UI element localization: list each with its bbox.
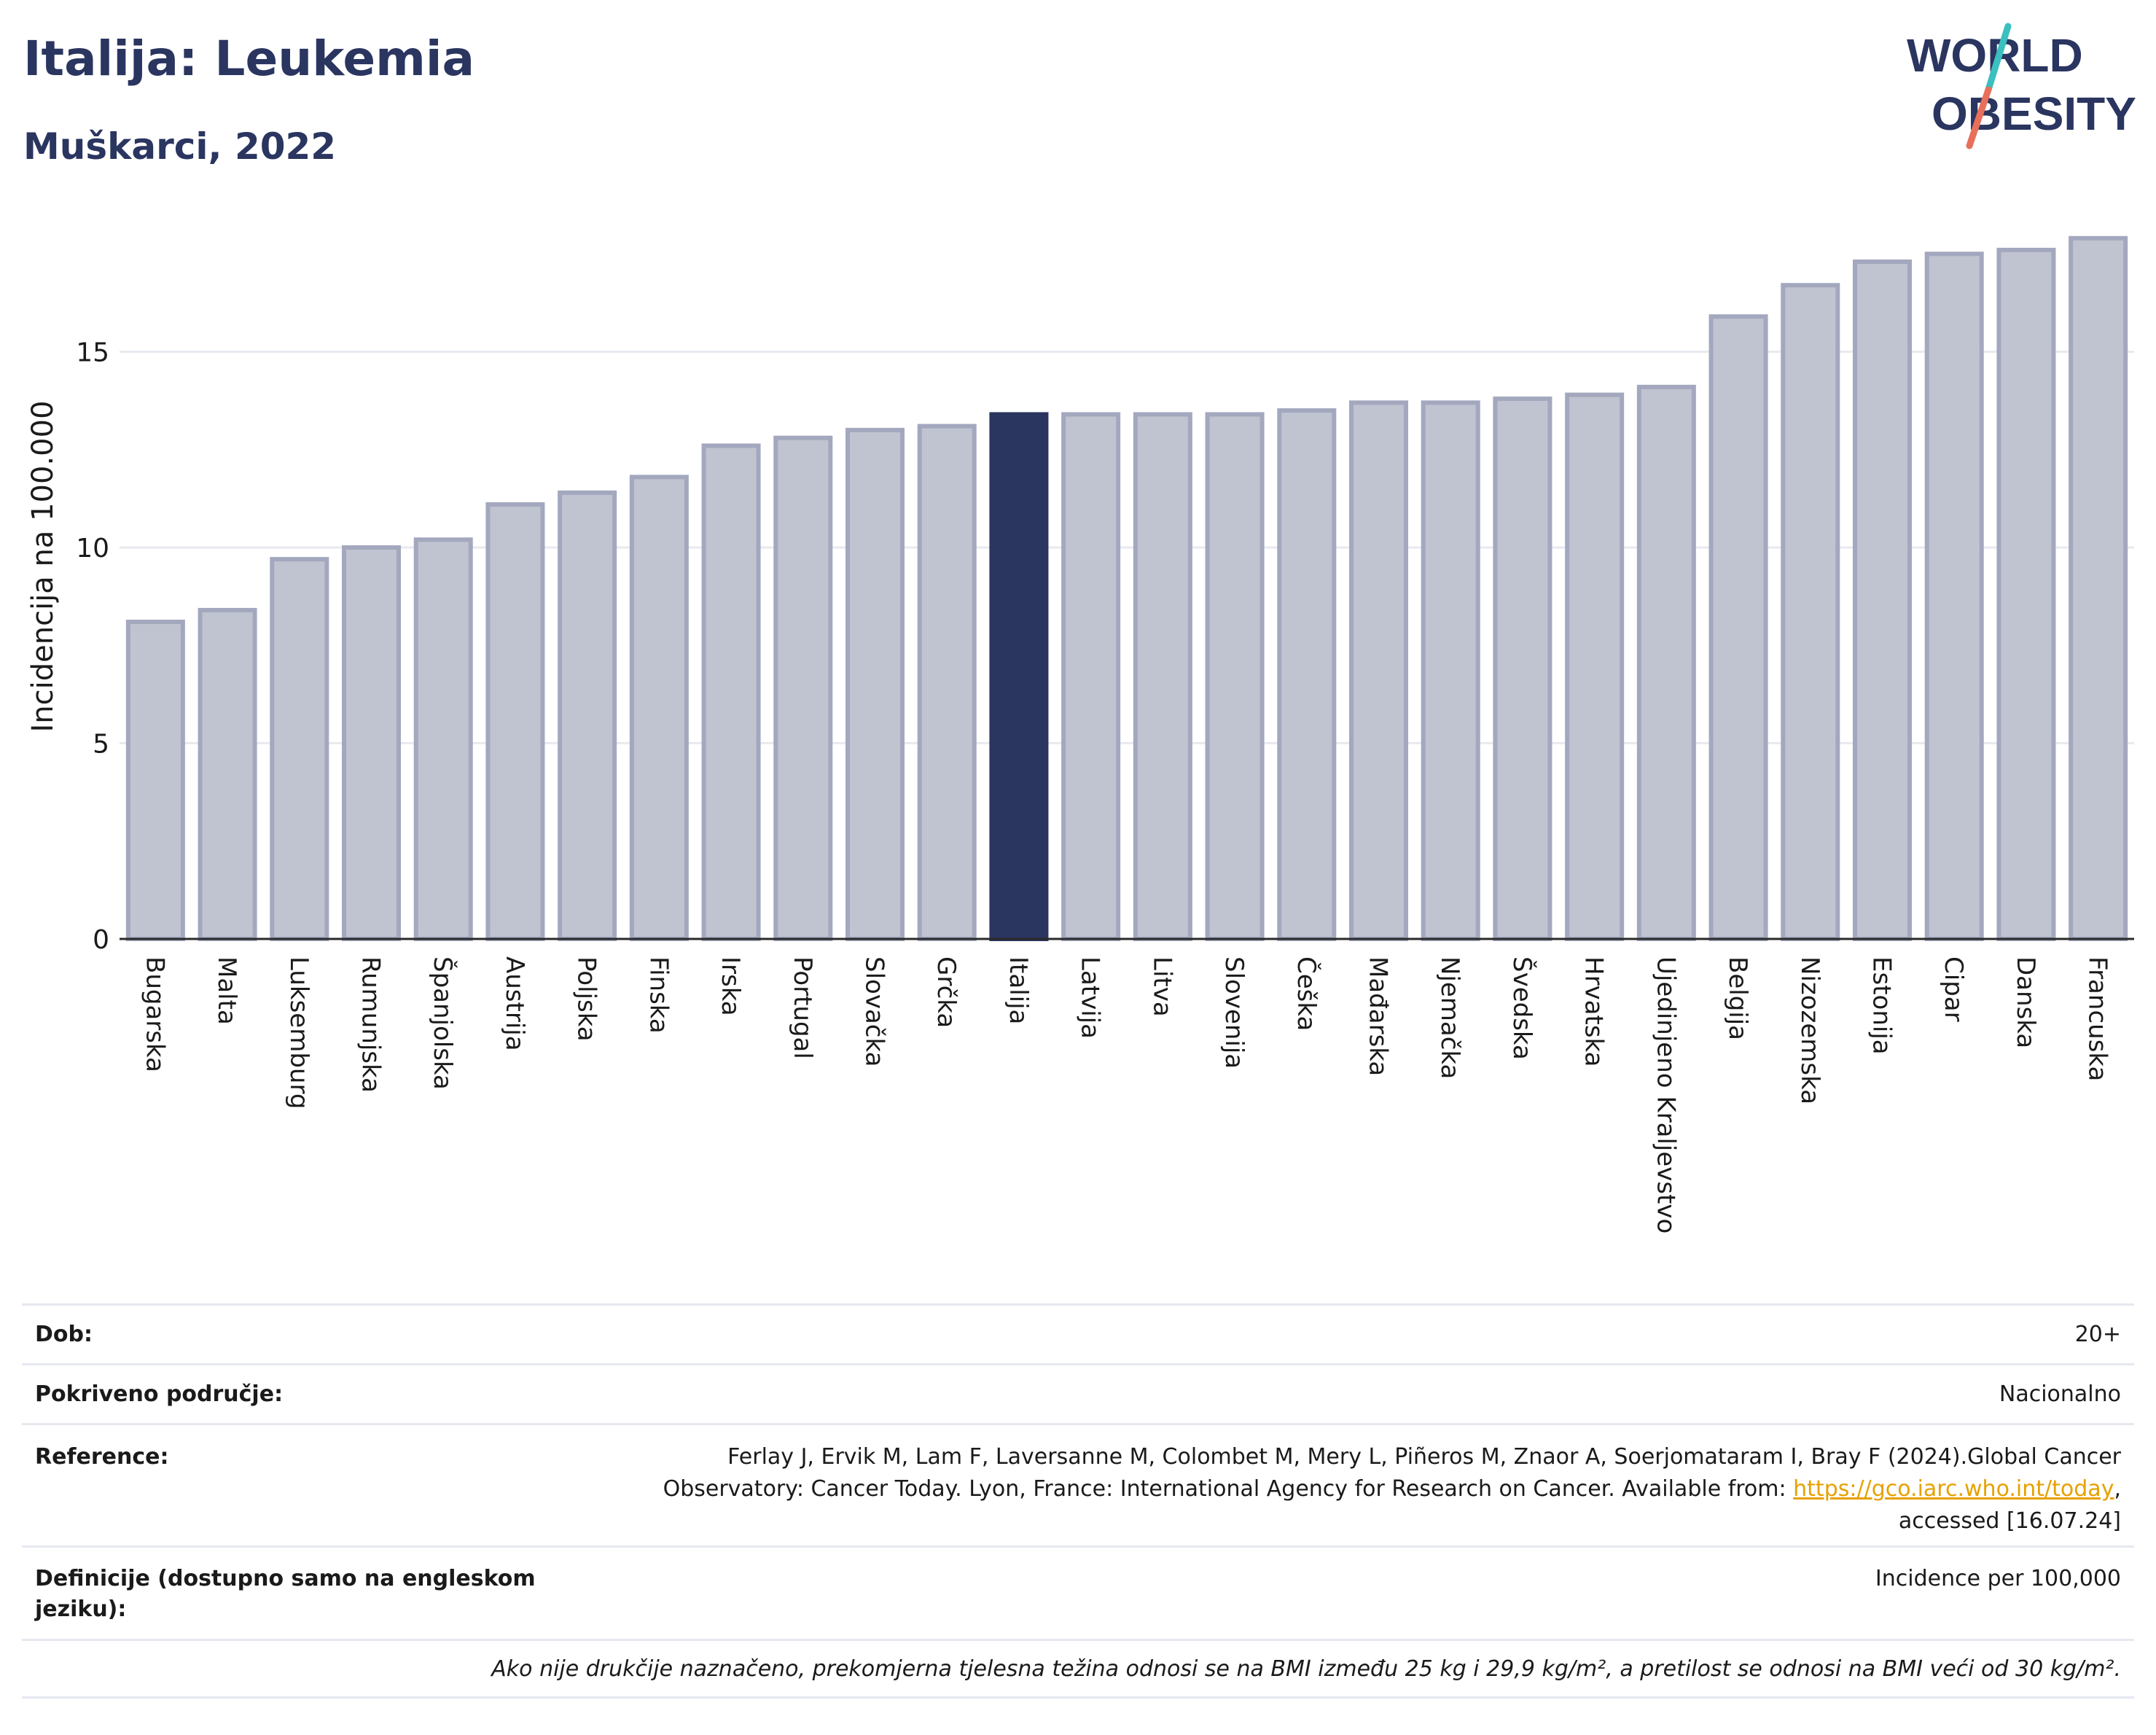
definition-value: Incidence per 100,000 xyxy=(1875,1566,2121,1591)
bar-poljska xyxy=(558,490,617,941)
age-value: 20+ xyxy=(2074,1322,2121,1347)
bar-slovačka xyxy=(845,427,905,941)
bar-belgija xyxy=(1708,314,1768,942)
x-tick-label: Ujedinjeno Kraljevstvo xyxy=(1651,956,1680,1233)
y-tick-label: 0 xyxy=(93,925,109,955)
y-tick-label: 5 xyxy=(93,730,109,760)
x-tick-label: Belgija xyxy=(1723,956,1752,1040)
x-tick-label: Luksemburg xyxy=(284,956,313,1109)
x-tick-label: Francuska xyxy=(2083,956,2112,1081)
bar-grčka xyxy=(917,424,977,941)
bmi-note: Ako nije drukčije naznačeno, prekomjerna… xyxy=(491,1656,2121,1682)
bar-cipar xyxy=(1924,252,1984,941)
bar-litva xyxy=(1133,412,1192,941)
bar-francuska xyxy=(2069,235,2128,941)
x-tick-label: Njemačka xyxy=(1435,956,1464,1079)
y-ticks: 0 5 10 15 xyxy=(76,338,109,956)
bar-danska xyxy=(1996,247,2056,941)
reference-label: Reference: xyxy=(35,1444,169,1470)
y-tick-label: 10 xyxy=(76,534,109,564)
x-tick-label: Bugarska xyxy=(140,956,169,1072)
x-ticks: Bugarska Malta Luksemburg Rumunjska Španjols… xyxy=(140,956,2112,1233)
x-tick-label: Grčka xyxy=(931,956,961,1028)
x-tick-label: Malta xyxy=(212,956,241,1025)
bar-češka xyxy=(1277,408,1337,941)
x-tick-label: Nizozemska xyxy=(1795,956,1824,1104)
bar-ujedinjeno-kraljevstvo xyxy=(1636,384,1696,941)
x-tick-label: Slovenija xyxy=(1219,956,1249,1069)
bar-finska xyxy=(629,475,689,941)
x-tick-label: Švedska xyxy=(1507,956,1537,1060)
reference-link[interactable]: https://gco.iarc.who.int/today xyxy=(1793,1476,2114,1502)
bar-bugarska xyxy=(125,620,185,942)
info-row-note: Ako nije drukčije naznačeno, prekomjerna… xyxy=(22,1639,2134,1699)
definition-label: Definicije (dostupno samo na engleskom j… xyxy=(35,1566,536,1622)
bar-luksemburg xyxy=(270,557,329,941)
x-tick-label: Estonija xyxy=(1867,956,1897,1055)
bar-estonija xyxy=(1852,259,1913,941)
reference-text: Ferlay J, Ervik M, Lam F, Laversanne M, … xyxy=(663,1444,2121,1502)
bar-chart: 0 5 10 15 Bugarska Malta Luksemburg Rumunjska Š… xyxy=(26,235,2134,1233)
x-tick-label: Finska xyxy=(644,956,673,1034)
bar-hrvatska xyxy=(1565,392,1625,941)
chart-subtitle: Muškarci, 2022 xyxy=(23,125,337,168)
bar-latvija xyxy=(1061,412,1121,941)
logo-slash-coral xyxy=(1966,86,1992,149)
coverage-label: Pokriveno područje: xyxy=(35,1381,284,1407)
y-tick-label: 15 xyxy=(76,338,109,368)
x-tick-label: Rumunjska xyxy=(356,956,386,1093)
bar-nizozemska xyxy=(1781,283,1840,941)
bars xyxy=(125,235,2128,942)
logo-slash-teal xyxy=(1985,23,2012,93)
x-tick-label: Litva xyxy=(1147,956,1176,1017)
x-tick-label: Portugal xyxy=(788,956,817,1059)
x-tick-label: Cipar xyxy=(1939,956,1968,1022)
world-obesity-logo: WORLD OBESITY xyxy=(1907,23,2136,149)
bar-malta xyxy=(198,607,257,941)
x-tick-label: Češka xyxy=(1292,956,1321,1031)
info-table: Dob: 20+ Pokriveno područje: Nacionalno … xyxy=(22,1303,2134,1699)
info-row-coverage: Pokriveno područje: Nacionalno xyxy=(22,1363,2134,1423)
bar-njemačka xyxy=(1421,400,1480,941)
x-tick-label: Austrija xyxy=(500,956,529,1051)
x-tick-label: Slovačka xyxy=(860,956,889,1067)
info-row-definition: Definicije (dostupno samo na engleskom j… xyxy=(22,1545,2134,1639)
age-label: Dob: xyxy=(35,1322,93,1347)
bar-španjolska xyxy=(413,537,473,941)
y-axis-label: Incidencija na 100.000 xyxy=(26,400,60,732)
x-tick-label: Hrvatska xyxy=(1579,956,1609,1067)
x-tick-label: Latvija xyxy=(1076,956,1105,1039)
bar-slovenija xyxy=(1205,412,1265,941)
x-tick-label: Italija xyxy=(1004,956,1033,1024)
bar-mađarska xyxy=(1348,400,1409,941)
info-row-reference: Reference: Ferlay J, Ervik M, Lam F, Lav… xyxy=(22,1423,2134,1545)
logo-line2: OBESITY xyxy=(1932,87,2136,140)
bar-italija xyxy=(989,412,1049,941)
bar-portugal xyxy=(773,435,833,941)
reference-accessed: , accessed [16.07.24] xyxy=(1898,1476,2121,1534)
bar-austrija xyxy=(485,502,545,941)
reference-value: Ferlay J, Ervik M, Lam F, Laversanne M, … xyxy=(620,1441,2121,1545)
x-tick-label: Poljska xyxy=(572,956,601,1042)
x-tick-label: Danska xyxy=(2011,956,2040,1048)
bar-rumunjska xyxy=(341,545,402,941)
bar-irska xyxy=(701,443,761,941)
x-tick-label: Španjolska xyxy=(428,956,458,1090)
chart-title: Italija: Leukemia xyxy=(23,31,475,87)
bar-švedska xyxy=(1493,396,1552,941)
x-tick-label: Mađarska xyxy=(1364,956,1393,1076)
coverage-value: Nacionalno xyxy=(1999,1381,2121,1407)
x-tick-label: Irska xyxy=(716,956,745,1016)
info-row-age: Dob: 20+ xyxy=(22,1303,2134,1363)
